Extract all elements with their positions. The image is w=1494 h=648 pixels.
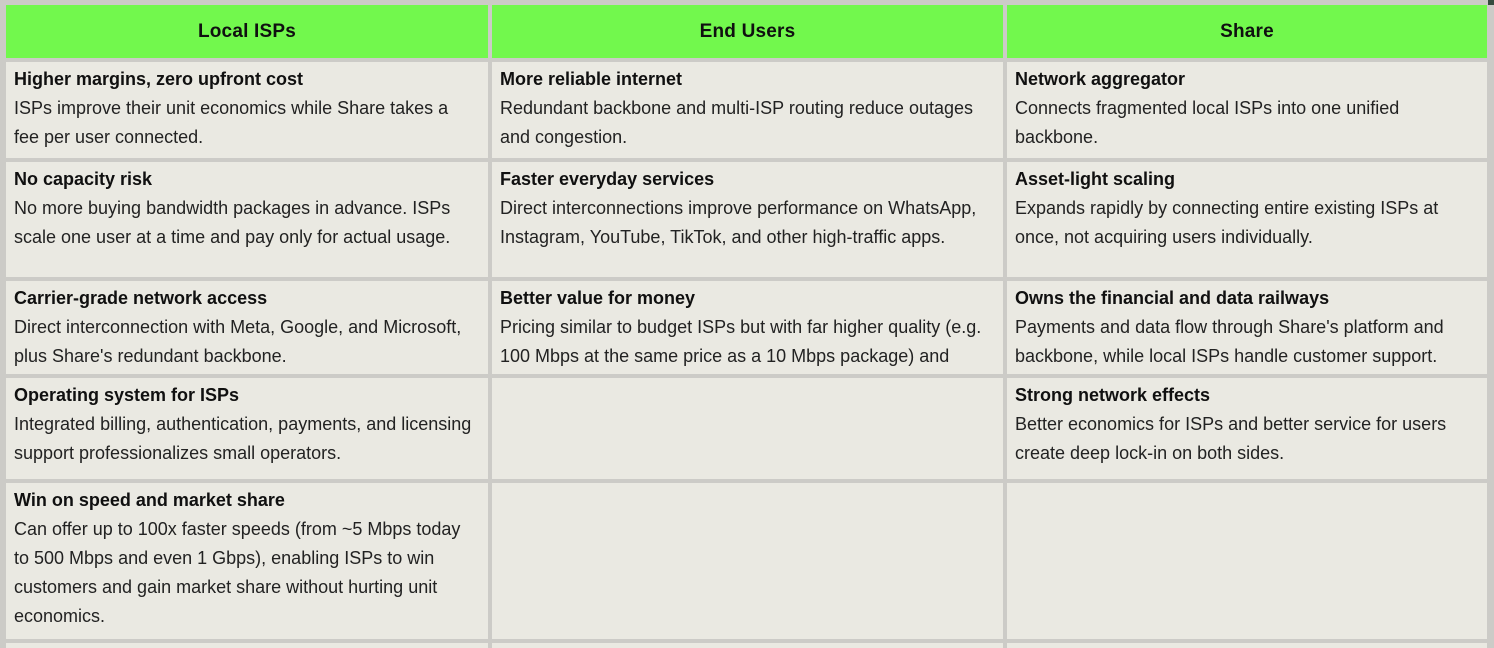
table-cell[interactable]: More reliable internet Redundant backbone… <box>492 62 1003 158</box>
table-cell-partial[interactable] <box>1007 643 1487 648</box>
table-cell-partial[interactable] <box>492 643 1003 648</box>
comparison-table: Local ISPs End Users Share Higher margin… <box>6 5 1487 648</box>
cell-body: Direct interconnection with Meta, Google… <box>14 317 462 366</box>
cell-title: More reliable internet <box>500 69 683 89</box>
cell-body: Expands rapidly by connecting entire exi… <box>1015 198 1439 247</box>
table-cell[interactable]: Owns the financial and data railways Paym… <box>1007 281 1487 374</box>
table-cell[interactable] <box>492 483 1003 639</box>
cell-body: Direct interconnections improve performa… <box>500 198 977 247</box>
cell-title: Carrier-grade network access <box>14 288 268 308</box>
cell-body: ISPs improve their unit economics while … <box>14 98 449 147</box>
cell-title: Win on speed and market share <box>14 490 285 510</box>
column-header-local-isps[interactable]: Local ISPs <box>6 5 488 58</box>
table-cell[interactable]: Strong network effects Better economics f… <box>1007 378 1487 479</box>
cell-title: Higher margins, zero upfront cost <box>14 69 304 89</box>
cell-body: Redundant backbone and multi-ISP routing… <box>500 98 973 147</box>
scrollbar-corner-fragment <box>1488 0 1494 5</box>
cell-title: Strong network effects <box>1015 385 1211 405</box>
table-cell[interactable]: Better value for money Pricing similar to… <box>492 281 1003 374</box>
cell-body: Pricing similar to budget ISPs but with … <box>500 317 982 366</box>
table-cell[interactable]: Asset-light scaling Expands rapidly by co… <box>1007 162 1487 277</box>
column-header-end-users[interactable]: End Users <box>492 5 1003 58</box>
table-cell[interactable] <box>1007 483 1487 639</box>
cell-title: Faster everyday services <box>500 169 715 189</box>
table-cell[interactable]: No capacity risk No more buying bandwidth… <box>6 162 488 277</box>
cell-title: Asset-light scaling <box>1015 169 1176 189</box>
cell-body: Connects fragmented local ISPs into one … <box>1015 98 1400 147</box>
cell-body: No more buying bandwidth packages in adv… <box>14 198 451 247</box>
column-header-share[interactable]: Share <box>1007 5 1487 58</box>
cell-title: Better value for money <box>500 288 696 308</box>
table-cell[interactable]: Operating system for ISPs Integrated bill… <box>6 378 488 479</box>
cell-title: No capacity risk <box>14 169 153 189</box>
table-cell[interactable]: Network aggregator Connects fragmented lo… <box>1007 62 1487 158</box>
cell-title: Operating system for ISPs <box>14 385 240 405</box>
cell-body: Payments and data flow through Share's p… <box>1015 317 1444 366</box>
table-cell-partial[interactable] <box>6 643 488 648</box>
cell-body: Can offer up to 100x faster speeds (from… <box>14 519 461 626</box>
table-cell[interactable]: Higher margins, zero upfront cost ISPs im… <box>6 62 488 158</box>
table-cell[interactable]: Faster everyday services Direct interconn… <box>492 162 1003 277</box>
table-cell[interactable]: Win on speed and market share Can offer u… <box>6 483 488 639</box>
cell-title: Network aggregator <box>1015 69 1186 89</box>
cell-body: Integrated billing, authentication, paym… <box>14 414 472 463</box>
table-cell[interactable]: Carrier-grade network access Direct inter… <box>6 281 488 374</box>
cell-title: Owns the financial and data railways <box>1015 288 1330 308</box>
table-cell[interactable] <box>492 378 1003 479</box>
cell-body: Better economics for ISPs and better ser… <box>1015 414 1447 463</box>
